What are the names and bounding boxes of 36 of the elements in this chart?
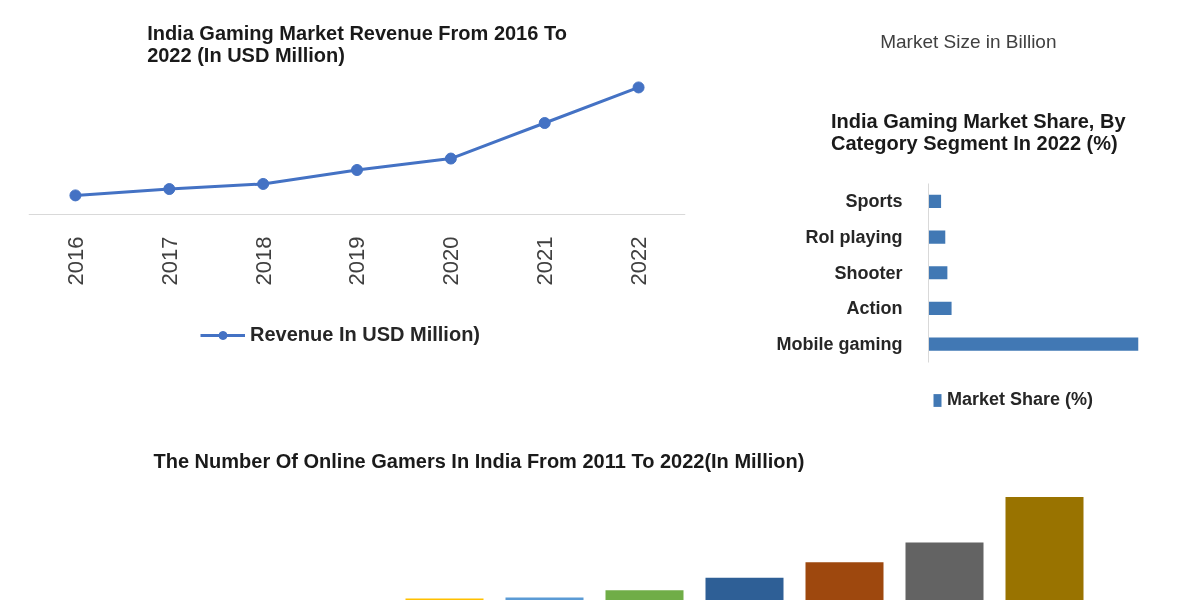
point (538, 117, 551, 129)
bar (705, 577, 784, 600)
x-tick-label: 2018 (250, 236, 276, 286)
point (69, 189, 82, 202)
y-tick-label: Sports (845, 191, 903, 212)
legend-label: Revenue In USD Million) (250, 323, 481, 346)
x-tick-label: 2021 (532, 236, 558, 286)
x-tick-label: 2020 (438, 236, 464, 286)
text: Market Size in Billion (880, 30, 1057, 52)
point (163, 183, 176, 196)
bar (928, 266, 948, 280)
point (351, 164, 363, 176)
y-tick-label: Action (846, 298, 903, 319)
bar (605, 590, 684, 600)
y-tick-label: Mobile gaming (776, 334, 903, 355)
chart-title: The Number Of Online Gamers In India From 2011 To 2022(In Million) (153, 449, 805, 472)
chart-title: India Gaming Market Revenue From 2016 To 2022 (In USD Million) (147, 21, 567, 66)
chart-title: India Gaming Market Share, By Category Segment In 2022 (%) (830, 109, 1127, 154)
bar (805, 562, 884, 600)
bar (928, 230, 946, 244)
bar (505, 597, 584, 600)
x-tick-label: 2017 (156, 236, 182, 286)
x-tick-label: 2022 (626, 236, 652, 286)
bar (928, 337, 1139, 351)
y-tick-label: Rol playing (805, 227, 903, 248)
bar (928, 301, 952, 316)
point (444, 152, 457, 165)
bar (905, 542, 984, 600)
bar (928, 194, 942, 208)
point (257, 177, 270, 190)
x-tick-label: 2016 (62, 236, 88, 286)
legend-label: Market Share (%) (947, 389, 1094, 410)
y-tick-label: Shooter (834, 262, 903, 283)
point (632, 81, 645, 94)
x-tick-label: 2019 (344, 236, 370, 286)
bar (1005, 497, 1084, 600)
